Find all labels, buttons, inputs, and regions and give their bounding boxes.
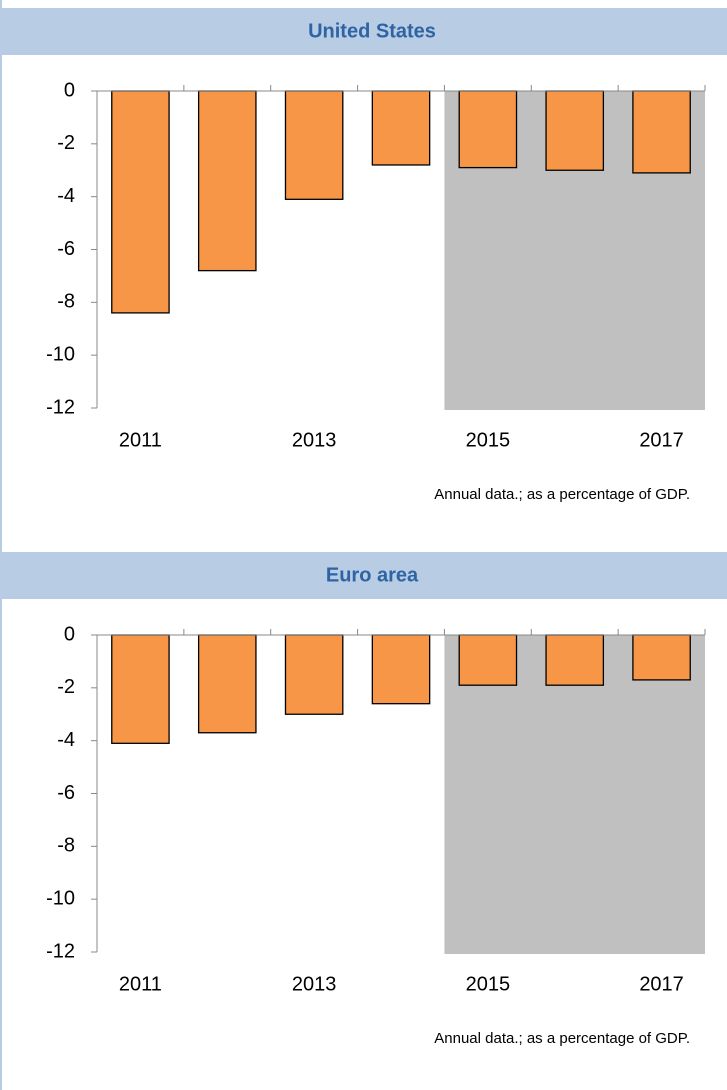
bar: [371, 90, 431, 166]
y-tick-label: -10: [46, 887, 75, 909]
x-tick-label: 2015: [466, 973, 511, 995]
y-tick-label: -4: [57, 185, 75, 207]
y-tick-label: -2: [57, 132, 75, 154]
header: [2, 552, 727, 599]
bar: [111, 90, 170, 314]
x-tick-label: 2013: [292, 429, 337, 451]
bar: [632, 634, 691, 681]
bar: [284, 90, 344, 200]
y-tick-label: -4: [57, 729, 75, 751]
forecast-shade: [444, 635, 705, 954]
y-tick-label: -2: [57, 676, 75, 698]
bar: [458, 90, 518, 169]
x-tick-label: 2011: [119, 429, 162, 451]
y-tick-label: -10: [46, 343, 75, 365]
note: Annual data.; as a percentage of GDP.: [434, 1030, 690, 1047]
bar: [197, 634, 257, 734]
bar: [545, 90, 605, 171]
bar: [545, 634, 605, 686]
bar: [371, 634, 431, 705]
chart-title: United States: [308, 20, 436, 42]
x-tick-label: 2017: [639, 429, 684, 451]
y-tick-label: -6: [57, 238, 75, 260]
bar: [458, 634, 518, 686]
y-tick-label: 0: [64, 623, 75, 645]
header: [2, 8, 727, 55]
x-tick-label: 2017: [639, 973, 684, 995]
y-tick-label: -12: [46, 940, 75, 962]
x-tick-label: 2015: [466, 429, 511, 451]
y-tick-label: 0: [64, 79, 75, 101]
bar: [111, 634, 170, 744]
y-tick-label: -12: [46, 396, 75, 418]
bar: [284, 634, 344, 715]
y-tick-label: -8: [57, 835, 75, 857]
x-tick-label: 2011: [119, 973, 162, 995]
y-tick-label: -8: [57, 291, 75, 313]
note: Annual data.; as a percentage of GDP.: [434, 486, 690, 503]
chart-title: Euro area: [326, 564, 419, 586]
x-tick-label: 2013: [292, 973, 337, 995]
bar: [197, 90, 257, 272]
y-tick-label: -6: [57, 782, 75, 804]
bar: [632, 90, 691, 174]
